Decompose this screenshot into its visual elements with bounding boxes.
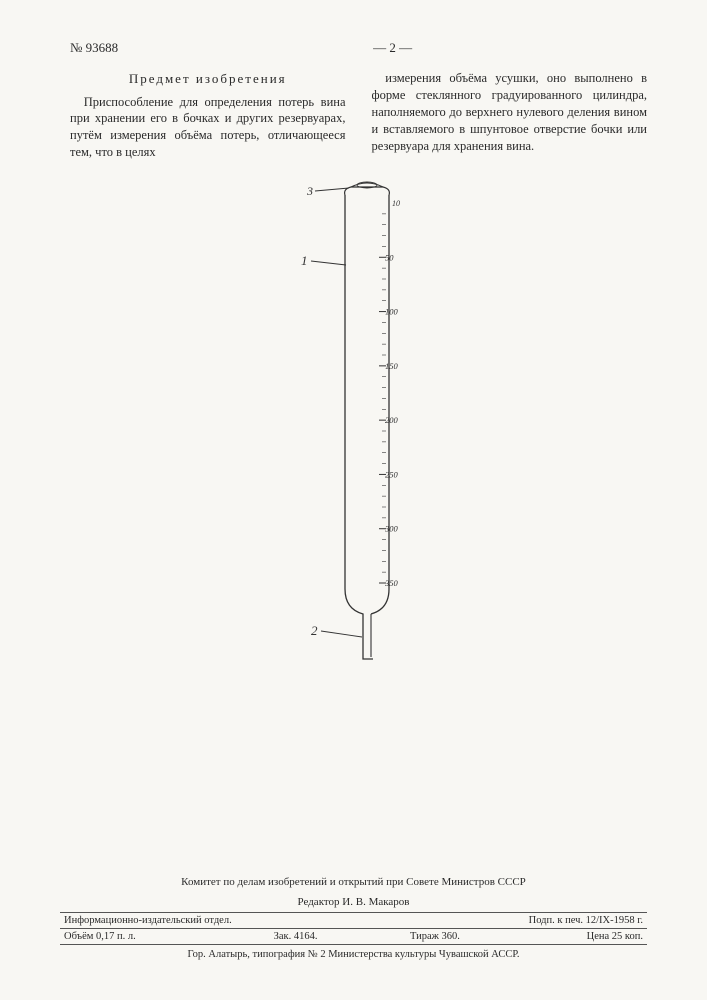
svg-text:50: 50 (385, 252, 394, 262)
imprint-cell: Объём 0,17 п. л. (60, 929, 270, 945)
diagram-svg: 10 50 100 150 200 250 300 350 3 1 2 (259, 169, 459, 699)
imprint-cell: Подп. к печ. 12/IX-1958 г. (406, 913, 647, 929)
svg-text:350: 350 (384, 578, 399, 588)
column-right: измерения объёма усушки, оно выполнено в… (372, 70, 648, 161)
col1-paragraph: Приспособление для определения потерь ви… (70, 94, 346, 162)
doc-number: № 93688 (70, 40, 118, 56)
figure: 10 50 100 150 200 250 300 350 3 1 2 (70, 169, 647, 699)
svg-text:300: 300 (384, 524, 399, 534)
svg-text:1: 1 (301, 253, 308, 268)
imprint-cell: Информационно-издательский отдел. (60, 913, 406, 929)
svg-text:200: 200 (385, 415, 399, 425)
svg-text:2: 2 (311, 623, 318, 638)
imprint-cell: Тираж 360. (406, 929, 520, 945)
svg-text:3: 3 (306, 184, 313, 198)
svg-text:150: 150 (385, 361, 399, 371)
svg-text:10: 10 (392, 199, 400, 208)
imprint-table: Информационно-издательский отдел. Подп. … (60, 912, 647, 945)
committee-line: Комитет по делам изобретений и открытий … (60, 876, 647, 888)
body-text: Предмет изобретения Приспособление для о… (70, 70, 647, 161)
page-number: — 2 — (373, 40, 412, 56)
footer: Комитет по делам изобретений и открытий … (60, 876, 647, 960)
svg-text:250: 250 (385, 469, 399, 479)
editor-line: Редактор И. В. Макаров (60, 896, 647, 908)
col2-paragraph: измерения объёма усушки, оно выполнено в… (372, 70, 648, 154)
section-title: Предмет изобретения (70, 70, 346, 88)
imprint-cell: Цена 25 коп. (520, 929, 647, 945)
column-left: Предмет изобретения Приспособление для о… (70, 70, 346, 161)
svg-text:100: 100 (385, 307, 399, 317)
imprint-cell: Зак. 4164. (270, 929, 406, 945)
typography-line: Гор. Алатырь, типография № 2 Министерств… (60, 949, 647, 960)
